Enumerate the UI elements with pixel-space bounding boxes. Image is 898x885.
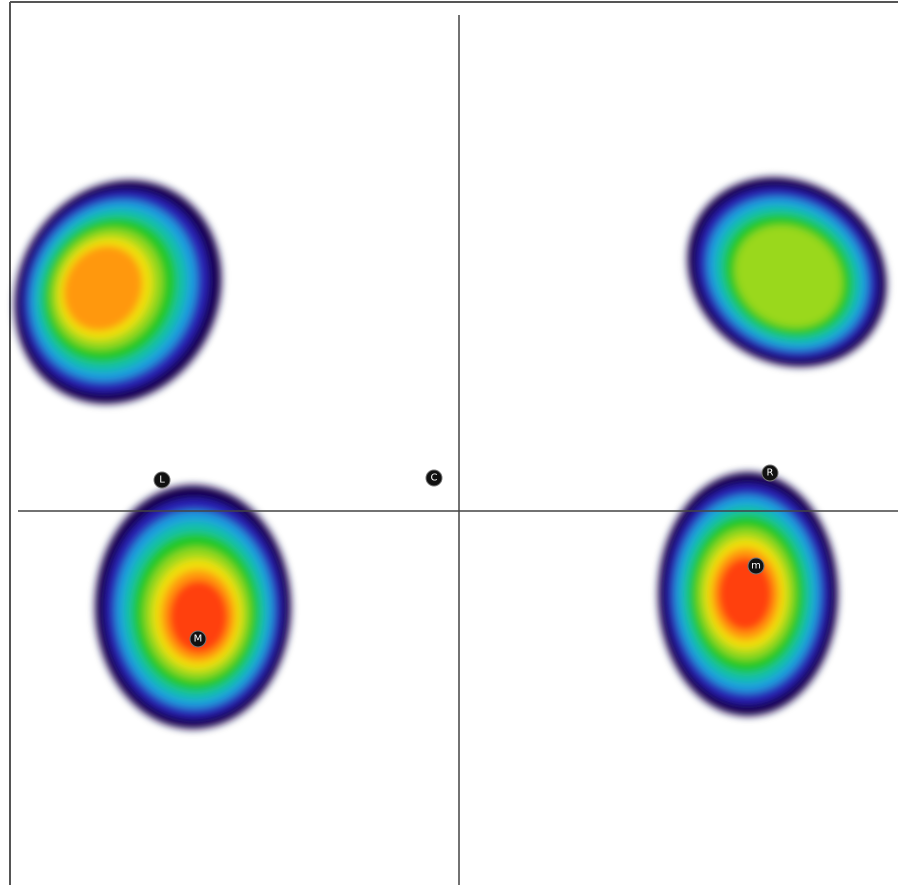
- marker-label: R: [767, 468, 774, 479]
- marker: R: [762, 465, 778, 481]
- marker: C: [426, 470, 442, 486]
- pressure-map: L C R Mm: [0, 0, 898, 885]
- marker: L: [154, 472, 170, 488]
- marker: M: [190, 631, 206, 647]
- heat-blob: [95, 485, 291, 729]
- marker: m: [748, 558, 764, 574]
- background: [0, 0, 898, 885]
- marker-label: m: [751, 561, 761, 572]
- heat-blob: [658, 472, 838, 716]
- marker-label: C: [431, 473, 438, 484]
- marker-label: L: [159, 475, 165, 486]
- marker-label: M: [194, 634, 203, 645]
